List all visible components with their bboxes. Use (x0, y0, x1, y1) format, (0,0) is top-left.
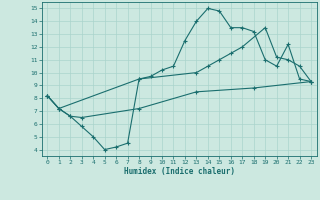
X-axis label: Humidex (Indice chaleur): Humidex (Indice chaleur) (124, 167, 235, 176)
